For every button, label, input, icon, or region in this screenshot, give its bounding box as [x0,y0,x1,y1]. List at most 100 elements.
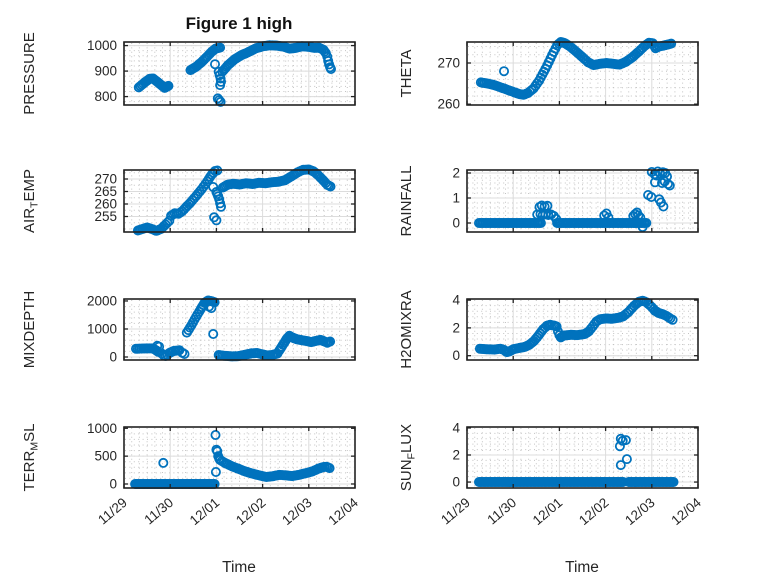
subplot-theta: 260 270 THETA [398,37,699,112]
y-axis-label-subscript: T [29,201,41,208]
y-tick-label: 1000 [87,38,117,53]
data-point [319,46,330,57]
y-tick-label: 1 [452,191,460,206]
data-series-sun-flux [473,433,679,487]
plot-box [466,41,699,106]
data-point [208,328,219,339]
data-point [615,433,626,444]
figure-title: Figure 1 high [186,14,293,33]
y-axis-label-part: LUX [398,424,415,453]
data-point [325,181,336,192]
x-tick-label: 11/30 [141,495,176,528]
data-series-air-temp [132,164,336,236]
data-series-pressure [133,40,336,107]
data-point [650,177,661,188]
y-tick-label: 0 [452,216,460,231]
plot-box [466,426,699,489]
x-tick-label: 11/29 [95,495,130,528]
y-tick-label: 4 [452,293,460,308]
x-tick-label: 11/30 [484,495,519,528]
x-tick-label: 12/02 [233,495,269,528]
data-point [498,66,509,77]
y-tick-label: 0 [109,476,117,491]
x-axis-label-left: Time [222,559,256,576]
subplot-pressure: 800 900 1000 PRESSURE [21,32,356,115]
data-point [620,435,631,446]
y-axis-label-part: H2OMIXRA [398,290,415,368]
y-tick-label: 2 [452,320,460,335]
data-point [325,64,336,75]
y-axis-label: TERRMSL [21,424,41,492]
y-axis-label-part: MIXDEPTH [21,291,38,369]
y-tick-label: 265 [94,184,117,199]
subplot-terr-msl: 0 500 1000 11/29 11/30 12/01 12/02 12/03 12/04 TE… [21,421,361,528]
data-point [158,457,169,468]
y-axis-label: PRESSURE [21,32,38,115]
data-series-theta [475,37,677,100]
y-axis-label: SUNFLUX [398,424,418,491]
x-tick-label: 12/03 [279,495,315,528]
data-point [633,210,644,221]
y-axis-label: AIRTEMP [21,169,41,233]
y-axis-label-part: SL [21,424,38,442]
y-axis-label-part: EMP [21,169,38,202]
plot-box [466,298,699,361]
data-point [631,215,642,226]
data-series-rainfall [473,166,675,232]
y-axis-label: THETA [398,49,415,97]
subplot-mixdepth: 0 1000 2000 MIXDEPTH [21,291,356,369]
y-axis-label-part: THETA [398,49,415,97]
y-tick-label: 4 [452,420,460,435]
y-tick-label: 500 [94,449,117,464]
data-point [325,336,336,347]
y-tick-label: 0 [452,348,460,363]
data-point [658,201,669,212]
data-point [206,303,217,314]
data-point [615,460,626,471]
data-point [551,321,562,332]
y-axis-label-part: TERR [21,450,38,491]
subplot-rainfall: 0 1 2 RAINFALL [398,166,699,237]
y-tick-label: 260 [94,197,117,212]
y-axis-label-part: SUN [398,459,415,491]
data-point [667,314,678,325]
y-tick-label: 255 [94,209,117,224]
y-axis-label: RAINFALL [398,166,415,237]
y-tick-label: 270 [94,172,117,187]
subplot-h2omixra: 0 2 4 H2OMIXRA [398,290,699,369]
plot-box [123,426,356,489]
x-tick-label: 12/01 [187,495,223,528]
plot-box [466,169,699,233]
y-axis-label-part: PRESSURE [21,32,38,115]
x-tick-label: 12/04 [668,495,704,529]
plot-box [123,41,356,106]
data-point [211,215,222,226]
data-point [603,212,614,223]
y-tick-label: 2000 [87,293,117,308]
y-tick-label: 0 [109,350,117,365]
y-axis-label-subscript: M [29,442,41,451]
data-point [324,463,335,474]
x-tick-label: 12/02 [576,495,612,528]
y-tick-label: 1000 [87,321,117,336]
y-tick-label: 270 [437,56,460,71]
y-tick-label: 260 [437,97,460,112]
data-point [174,345,185,356]
data-point [215,42,226,53]
data-point [163,80,174,91]
data-point [215,80,226,91]
data-point [664,180,675,191]
y-axis-label-part: AIR [21,208,38,233]
x-tick-label: 12/03 [622,495,658,528]
y-tick-label: 2 [452,166,460,181]
y-tick-label: 0 [452,475,460,490]
plot-box [123,169,356,233]
y-tick-label: 1000 [87,421,117,436]
y-tick-label: 800 [94,89,117,104]
data-point [621,454,632,465]
data-point [210,429,221,440]
